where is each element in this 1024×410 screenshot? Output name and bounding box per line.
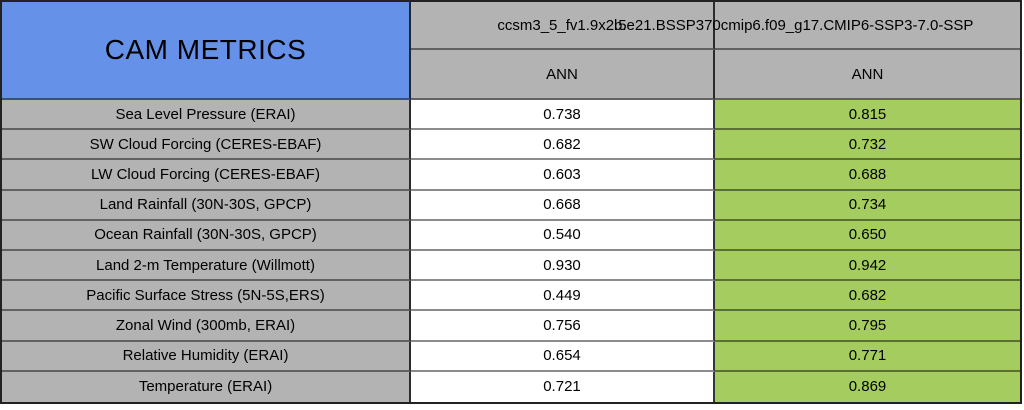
model1-name: ccsm3_5_fv1.9x2.5 xyxy=(497,16,627,34)
model1-value-cell: 0.668 xyxy=(411,190,715,221)
model1-value: 0.756 xyxy=(543,316,581,334)
model2-value: 0.869 xyxy=(848,378,887,396)
model1-value: 0.738 xyxy=(543,105,581,123)
metric-label: Land 2-m Temperature (Willmott) xyxy=(96,256,315,274)
model2-value: 0.795 xyxy=(848,316,887,334)
model2-value-cell: 0.942 xyxy=(715,250,1020,282)
model1-value-cell: 0.930 xyxy=(411,250,715,282)
model1-value-cell: 0.738 xyxy=(411,100,715,131)
table-title: CAM METRICS xyxy=(104,34,307,65)
metric-label: SW Cloud Forcing (CERES-EBAF) xyxy=(89,135,322,153)
metric-label-cell: Land Rainfall (30N-30S, GPCP) xyxy=(2,190,411,221)
model2-value-cell: 0.682 xyxy=(715,281,1020,312)
model1-value: 0.654 xyxy=(543,347,581,365)
metric-label: Relative Humidity (ERAI) xyxy=(122,347,289,365)
metric-label: Land Rainfall (30N-30S, GPCP) xyxy=(99,196,312,214)
model1-value: 0.668 xyxy=(543,196,581,214)
model2-value: 0.682 xyxy=(848,286,887,304)
model2-value-cell: 0.815 xyxy=(715,100,1020,131)
model2-value-cell: 0.734 xyxy=(715,190,1020,221)
metric-label-cell: Temperature (ERAI) xyxy=(2,371,411,402)
model1-value: 0.603 xyxy=(543,165,581,183)
model2-value: 0.732 xyxy=(848,135,887,153)
model1-value-cell: 0.721 xyxy=(411,371,715,402)
model1-value: 0.682 xyxy=(543,135,581,153)
model2-name: b.e21.BSSP370cmip6.f09_g17.CMIP6-SSP3-7.… xyxy=(614,16,974,34)
metric-label: Pacific Surface Stress (5N-5S,ERS) xyxy=(86,286,325,304)
model2-value: 0.734 xyxy=(848,196,887,214)
model2-season: ANN xyxy=(851,65,884,83)
model1-value: 0.930 xyxy=(543,256,581,274)
model2-value-cell: 0.650 xyxy=(715,220,1020,251)
metric-label-cell: Land 2-m Temperature (Willmott) xyxy=(2,250,411,282)
model2-season-cell: ANN xyxy=(715,50,1020,100)
model1-value: 0.540 xyxy=(543,226,581,244)
model2-value: 0.942 xyxy=(848,256,887,274)
model1-value-cell: 0.540 xyxy=(411,220,715,251)
metric-label-cell: SW Cloud Forcing (CERES-EBAF) xyxy=(2,130,411,161)
model2-value: 0.650 xyxy=(848,226,887,244)
metric-label-cell: Ocean Rainfall (30N-30S, GPCP) xyxy=(2,220,411,251)
metric-label: Temperature (ERAI) xyxy=(138,378,273,396)
model1-value-cell: 0.756 xyxy=(411,311,715,342)
metric-label: Ocean Rainfall (30N-30S, GPCP) xyxy=(94,226,317,244)
model2-value-cell: 0.795 xyxy=(715,311,1020,342)
metric-label: Sea Level Pressure (ERAI) xyxy=(115,105,296,123)
model1-header-cell: ccsm3_5_fv1.9x2.5 xyxy=(411,2,715,50)
metric-label: LW Cloud Forcing (CERES-EBAF) xyxy=(91,165,320,183)
model1-season: ANN xyxy=(546,65,578,83)
model1-value: 0.721 xyxy=(543,378,581,396)
model2-header-cell: b.e21.BSSP370cmip6.f09_g17.CMIP6-SSP3-7.… xyxy=(614,2,1020,50)
model1-value-cell: 0.682 xyxy=(411,130,715,161)
model2-value-cell: 0.869 xyxy=(715,371,1020,402)
metric-label-cell: Relative Humidity (ERAI) xyxy=(2,341,411,372)
model1-value-cell: 0.603 xyxy=(411,160,715,191)
metric-label: Zonal Wind (300mb, ERAI) xyxy=(115,316,296,334)
model2-value-cell: 0.732 xyxy=(715,130,1020,161)
table-title-cell: CAM METRICS xyxy=(2,2,411,100)
model1-value-cell: 0.654 xyxy=(411,341,715,372)
model1-season-cell: ANN xyxy=(411,50,715,100)
metric-label-cell: Pacific Surface Stress (5N-5S,ERS) xyxy=(2,281,411,312)
model1-value: 0.449 xyxy=(543,286,581,304)
model1-value-cell: 0.449 xyxy=(411,281,715,312)
model2-value: 0.688 xyxy=(848,165,887,183)
model2-value: 0.815 xyxy=(848,105,887,123)
model2-value-cell: 0.771 xyxy=(715,341,1020,372)
metric-label-cell: Zonal Wind (300mb, ERAI) xyxy=(2,311,411,342)
model2-value: 0.771 xyxy=(848,347,887,365)
metric-label-cell: LW Cloud Forcing (CERES-EBAF) xyxy=(2,160,411,191)
metric-label-cell: Sea Level Pressure (ERAI) xyxy=(2,100,411,131)
model2-value-cell: 0.688 xyxy=(715,160,1020,191)
